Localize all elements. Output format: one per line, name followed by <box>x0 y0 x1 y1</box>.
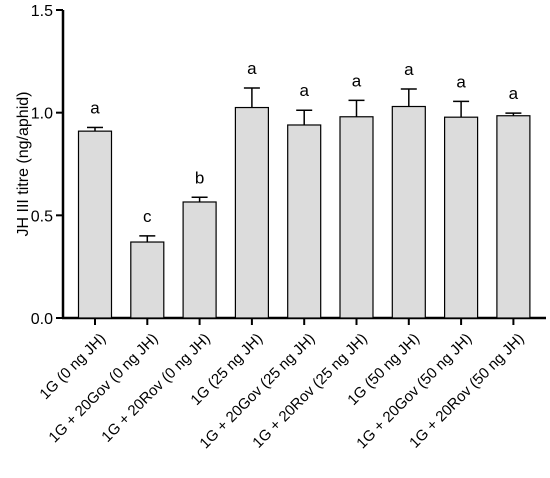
y-ticks: 0.0 0.5 1.0 1.5 <box>31 3 63 328</box>
significance-label: a <box>90 98 100 117</box>
significance-label: c <box>143 207 152 226</box>
x-ticks <box>94 318 515 325</box>
y-axis-title: JH III titre (ng/aphid) <box>15 92 32 237</box>
bar <box>444 116 479 319</box>
bar <box>496 115 531 319</box>
y-tick-label: 1.0 <box>31 106 53 123</box>
bar <box>130 241 165 319</box>
bar <box>287 124 322 319</box>
significance-label: a <box>509 84 519 103</box>
significance-label: a <box>404 60 414 79</box>
significance-label: a <box>456 72 466 91</box>
significance-label: b <box>195 168 204 187</box>
significance-label: a <box>247 59 257 78</box>
y-tick-label: 0.0 <box>31 311 53 328</box>
significance-labels: a c b a a a a a a <box>90 59 518 226</box>
significance-label: a <box>299 81 309 100</box>
bar <box>339 116 374 319</box>
y-tick-label: 1.5 <box>31 3 53 20</box>
y-tick-label: 0.5 <box>31 208 53 225</box>
bar <box>234 106 269 319</box>
bar <box>182 201 217 319</box>
bar <box>77 130 113 319</box>
significance-label: a <box>352 71 362 90</box>
error-bars <box>87 87 522 243</box>
bar <box>391 105 426 319</box>
category-labels: 1G (0 ng JH)1G + 20Gov (0 ng JH)1G + 20R… <box>36 330 527 452</box>
